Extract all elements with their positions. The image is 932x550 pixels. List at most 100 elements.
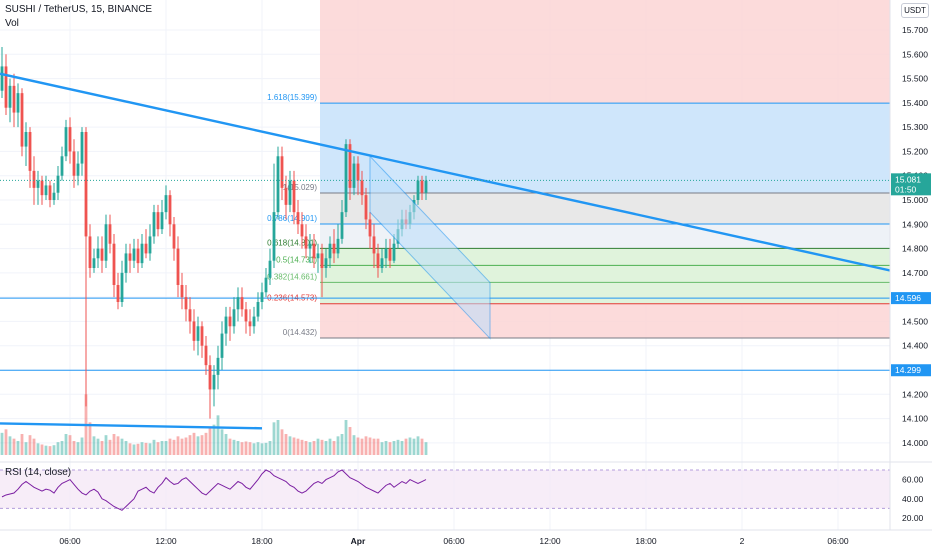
candle-body: [220, 333, 224, 358]
candle-body: [44, 185, 48, 196]
volume-bar: [16, 441, 20, 455]
volume-bar: [68, 435, 72, 455]
candle-body: [236, 297, 240, 310]
price-tick-label: 15.500: [902, 74, 928, 84]
hline-price-label: 14.596: [895, 293, 921, 303]
volume-bar: [24, 442, 28, 455]
candle-body: [336, 238, 340, 254]
currency-button[interactable]: USDT: [901, 3, 929, 18]
volume-bar: [168, 438, 172, 455]
candle-body: [68, 127, 72, 152]
candle-body: [24, 132, 28, 147]
volume-bar: [8, 436, 12, 455]
rsi-legend: RSI (14, close): [5, 467, 72, 478]
candle-body: [288, 180, 292, 205]
volume-bar: [380, 442, 384, 455]
candle-body: [156, 212, 160, 230]
volume-bar: [212, 424, 216, 455]
candle-body: [4, 66, 8, 108]
candle-body: [100, 248, 104, 261]
candle-body: [360, 180, 364, 196]
horizontal-lines: [0, 297, 890, 371]
volume-bar: [156, 442, 160, 455]
volume-bar: [312, 441, 316, 455]
volume-bar: [360, 438, 364, 455]
time-tick-label: 18:00: [635, 536, 657, 546]
volume-bar: [268, 441, 272, 455]
candle-body: [64, 127, 68, 157]
volume-bar: [184, 437, 188, 455]
volume-bar: [96, 438, 100, 455]
candle-body: [204, 345, 208, 366]
volume-bar: [236, 441, 240, 455]
volume-bar: [144, 442, 148, 455]
volume-bar: [364, 436, 368, 455]
hline-price-badge: [891, 292, 931, 305]
volume-bar: [384, 441, 388, 455]
fib-label: 1.618(15.399): [267, 93, 317, 102]
candle-body: [176, 248, 180, 285]
candle-body: [244, 309, 248, 322]
price-tick-label: 14.500: [902, 316, 928, 326]
volume-bar: [272, 422, 276, 455]
volume-bar: [112, 434, 116, 455]
candle-body: [304, 236, 308, 249]
volume-legend: Vol: [5, 18, 19, 29]
candle-body: [348, 144, 352, 188]
candle-body: [16, 93, 20, 113]
candle-body: [56, 175, 60, 193]
volume-bar: [392, 441, 396, 455]
volume-bar: [160, 441, 164, 455]
descending-channel: [369, 155, 491, 340]
fib-label: 0.786(14.901): [267, 214, 317, 223]
fib-zone-1618: [320, 103, 890, 193]
countdown-label: 01:50: [895, 184, 917, 194]
current-price-badge: [891, 173, 931, 196]
candle-body: [112, 243, 116, 285]
candle-body: [200, 326, 204, 346]
symbol-legend: SUSHI / TetherUS, 15, BINANCE: [5, 4, 153, 15]
volume-bar: [164, 441, 168, 455]
candle-body: [228, 316, 232, 327]
candle-body: [208, 365, 212, 390]
candle-body: [36, 180, 40, 188]
candle-body: [380, 258, 384, 268]
fib-label: 0.618(14.801): [267, 238, 317, 247]
candle-body: [252, 316, 256, 327]
volume-bar: [372, 438, 376, 455]
candle-body: [340, 212, 344, 239]
price-tick-label: 14.100: [902, 414, 928, 424]
candle-body: [20, 93, 24, 147]
volume-bar: [200, 435, 204, 455]
candle-body: [272, 212, 276, 261]
candle-body: [388, 248, 392, 261]
candle-body: [324, 258, 328, 268]
volume-bar: [416, 436, 420, 455]
volume-bar: [220, 429, 224, 455]
volume-bar: [56, 442, 60, 455]
candle-body: [300, 224, 304, 237]
volume-bar: [420, 438, 424, 455]
support-trendline: [0, 422, 263, 430]
candle-body: [92, 258, 96, 268]
candle-body: [40, 180, 44, 196]
volume-bar: [280, 429, 284, 455]
candle-body: [232, 309, 236, 327]
candle-body: [212, 374, 216, 390]
volume-bar: [128, 443, 132, 455]
volume-bar: [264, 442, 268, 455]
volume-bar: [260, 443, 264, 455]
volume-bar: [340, 434, 344, 455]
candle-body: [260, 292, 264, 302]
rsi-pane: [0, 461, 932, 511]
volume-bar: [88, 422, 92, 455]
volume-bar: [328, 438, 332, 455]
volume-bar: [300, 439, 304, 455]
fib-label: 0.5(14.731): [276, 255, 317, 264]
volume-bar: [344, 420, 348, 455]
volume-bar: [304, 441, 308, 455]
candle-body: [356, 163, 360, 181]
candle-body: [312, 243, 316, 259]
candle-body: [152, 212, 156, 237]
